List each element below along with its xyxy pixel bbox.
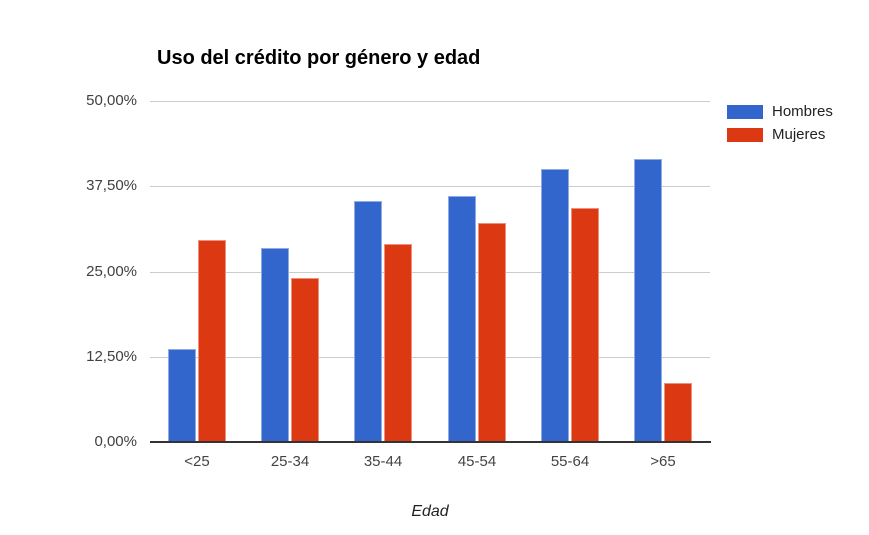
legend-item-mujeres: Mujeres [727, 123, 833, 146]
bar-mujeres-<25[interactable] [198, 240, 226, 442]
legend-item-hombres: Hombres [727, 100, 833, 123]
legend: Hombres Mujeres [727, 100, 833, 146]
gridline [150, 272, 710, 273]
legend-swatch-icon [727, 127, 763, 142]
bar-mujeres-35-44[interactable] [384, 244, 412, 442]
bar-mujeres-45-54[interactable] [478, 223, 506, 442]
bar-hombres-55-64[interactable] [541, 169, 569, 442]
bar-hombres-25-34[interactable] [261, 248, 289, 442]
plot-area [150, 101, 710, 442]
x-tick-label: 55-64 [550, 453, 590, 470]
gridline [150, 101, 710, 102]
bar-mujeres->65[interactable] [664, 383, 692, 442]
y-tick-label: 37,50% [86, 177, 137, 194]
bar-mujeres-55-64[interactable] [571, 208, 599, 442]
gridline [150, 186, 710, 187]
bar-hombres-35-44[interactable] [354, 201, 382, 442]
x-axis-line [150, 441, 711, 443]
legend-swatch-icon [727, 104, 763, 119]
bar-hombres->65[interactable] [634, 159, 662, 442]
y-tick-label: 12,50% [86, 348, 137, 365]
legend-label: Hombres [772, 103, 833, 120]
x-axis-title: Edad [411, 503, 449, 520]
bar-mujeres-25-34[interactable] [291, 278, 319, 442]
legend-label: Mujeres [772, 126, 826, 143]
y-tick-label: 50,00% [86, 92, 137, 109]
bar-hombres-<25[interactable] [168, 349, 196, 442]
bar-hombres-45-54[interactable] [448, 196, 476, 442]
x-tick-label: >65 [650, 453, 676, 470]
gridline [150, 357, 710, 358]
y-tick-label: 25,00% [86, 263, 137, 280]
x-tick-label: 45-54 [457, 453, 497, 470]
y-tick-label: 0,00% [94, 433, 137, 450]
x-tick-label: 25-34 [270, 453, 310, 470]
chart-title: Uso del crédito por género y edad [157, 47, 481, 69]
x-tick-label: <25 [184, 453, 210, 470]
x-tick-label: 35-44 [363, 453, 403, 470]
